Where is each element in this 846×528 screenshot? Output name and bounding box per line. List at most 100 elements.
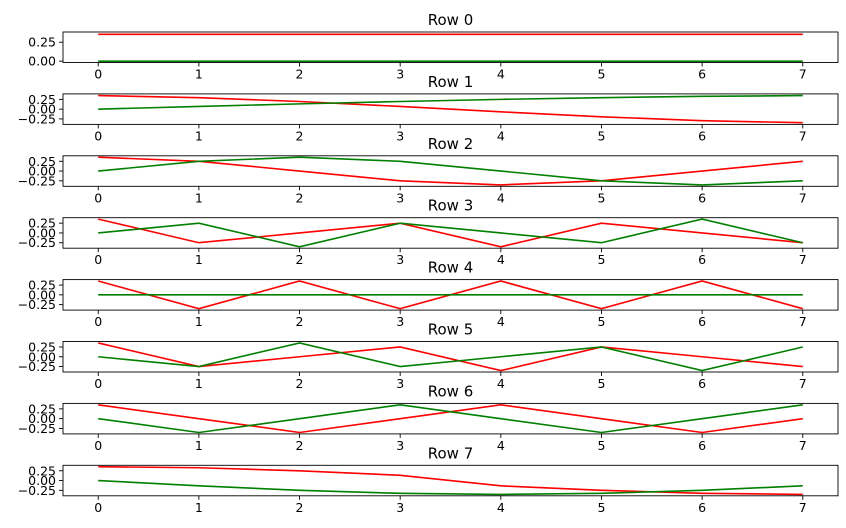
x-tick-label: 7 xyxy=(799,190,807,205)
x-tick-label: 5 xyxy=(597,252,605,267)
subplot-row-3: Row 3 0 1 2 3 4 5 6 7 −0.250.000.25 xyxy=(18,197,839,267)
x-tick-label: 6 xyxy=(698,67,706,82)
y-tick-label: 0.00 xyxy=(28,287,56,302)
y-tick-label: 0.00 xyxy=(28,411,56,426)
x-tick-label: 4 xyxy=(497,67,505,82)
x-tick-label: 1 xyxy=(195,500,203,515)
x-tick-label: 4 xyxy=(497,190,505,205)
x-tick-label: 2 xyxy=(296,314,304,329)
subplot-title: Row 7 xyxy=(428,444,474,462)
x-tick-label: 0 xyxy=(94,438,102,453)
x-tick-label: 3 xyxy=(396,438,404,453)
y-tick-label: 0.00 xyxy=(28,102,56,117)
series-line-1 xyxy=(98,342,803,372)
x-tick-label: 5 xyxy=(597,128,605,143)
x-tick-label: 1 xyxy=(195,67,203,82)
y-tick-label: −0.25 xyxy=(18,297,56,312)
x-tick-label: 7 xyxy=(799,376,807,391)
x-tick-label: 7 xyxy=(799,500,807,515)
series-line-0 xyxy=(98,156,803,186)
x-tick-label: 1 xyxy=(195,314,203,329)
x-tick-label: 1 xyxy=(195,252,203,267)
x-tick-label: 3 xyxy=(396,252,404,267)
subplot-title: Row 3 xyxy=(428,197,474,215)
y-tick-label: 0.25 xyxy=(28,35,56,50)
x-tick-label: 4 xyxy=(497,252,505,267)
y-tick-label: −0.25 xyxy=(18,173,56,188)
y-tick-label: 0.25 xyxy=(28,216,56,231)
x-tick-label: 3 xyxy=(396,314,404,329)
x-tick-label: 5 xyxy=(597,500,605,515)
x-tick-label: 2 xyxy=(296,376,304,391)
x-tick-label: 1 xyxy=(195,190,203,205)
subplot-row-0: Row 0 0 1 2 3 4 5 6 7 0.00 0.25 xyxy=(28,11,839,82)
x-tick-label: 0 xyxy=(94,252,102,267)
y-tick-label: −0.25 xyxy=(18,359,56,374)
x-tick-label: 0 xyxy=(94,190,102,205)
y-tick-label: 0.25 xyxy=(28,92,56,107)
x-tick-label: 3 xyxy=(396,128,404,143)
subplot-title: Row 4 xyxy=(428,259,474,277)
x-tick-label: 2 xyxy=(296,500,304,515)
x-tick-label: 3 xyxy=(396,376,404,391)
x-tick-label: 5 xyxy=(597,67,605,82)
series-line-1 xyxy=(98,94,803,110)
y-tick-label: 0.25 xyxy=(28,154,56,169)
x-tick-label: 4 xyxy=(497,438,505,453)
x-tick-label: 5 xyxy=(597,314,605,329)
y-tick-label: −0.25 xyxy=(18,421,56,436)
x-tick-label: 7 xyxy=(799,128,807,143)
subplot-row-7: Row 7 0 1 2 3 4 5 6 7 −0.250.000.25 xyxy=(18,444,839,515)
x-tick-label: 2 xyxy=(296,190,304,205)
y-tick-label: 0.00 xyxy=(28,164,56,179)
x-tick-label: 4 xyxy=(497,376,505,391)
x-tick-label: 0 xyxy=(94,500,102,515)
x-tick-label: 4 xyxy=(497,128,505,143)
x-tick-label: 3 xyxy=(396,190,404,205)
x-tick-label: 6 xyxy=(698,190,706,205)
x-tick-label: 2 xyxy=(296,438,304,453)
subplot-row-1: Row 1 0 1 2 3 4 5 6 7 −0.250.000.25 xyxy=(18,73,839,143)
x-tick-label: 6 xyxy=(698,128,706,143)
x-tick-label: 7 xyxy=(799,438,807,453)
subplot-row-5: Row 5 0 1 2 3 4 5 6 7 −0.250.000.25 xyxy=(18,321,839,391)
x-tick-label: 4 xyxy=(497,314,505,329)
x-tick-label: 5 xyxy=(597,438,605,453)
x-tick-label: 5 xyxy=(597,376,605,391)
subplot-title: Row 1 xyxy=(428,73,474,91)
series-line-1 xyxy=(98,404,803,434)
x-tick-label: 6 xyxy=(698,438,706,453)
x-tick-label: 0 xyxy=(94,67,102,82)
x-tick-label: 0 xyxy=(94,376,102,391)
x-tick-label: 7 xyxy=(799,67,807,82)
subplot-title: Row 2 xyxy=(428,135,474,153)
y-tick-label: 0.25 xyxy=(28,278,56,293)
axes-frame xyxy=(62,31,839,63)
x-tick-label: 4 xyxy=(497,500,505,515)
y-tick-label: 0.25 xyxy=(28,401,56,416)
subplot-title: Row 0 xyxy=(428,11,474,29)
series-line-0 xyxy=(98,94,803,124)
y-tick-label: 0.00 xyxy=(28,349,56,364)
x-tick-label: 5 xyxy=(597,190,605,205)
x-tick-label: 1 xyxy=(195,376,203,391)
x-tick-label: 2 xyxy=(296,67,304,82)
x-tick-label: 3 xyxy=(396,500,404,515)
y-tick-label: −0.25 xyxy=(18,235,56,250)
subplot-row-6: Row 6 0 1 2 3 4 5 6 7 −0.250.000.25 xyxy=(18,382,839,453)
x-tick-label: 0 xyxy=(94,314,102,329)
x-tick-label: 2 xyxy=(296,128,304,143)
y-tick-label: −0.25 xyxy=(18,111,56,126)
y-tick-label: 0.25 xyxy=(28,463,56,478)
y-tick-label: 0.00 xyxy=(28,473,56,488)
y-tick-label: −0.25 xyxy=(18,483,56,498)
series-line-1 xyxy=(98,479,803,496)
x-tick-label: 6 xyxy=(698,376,706,391)
subplot-row-4: Row 4 0 1 2 3 4 5 6 7 −0.250.000.25 xyxy=(18,259,839,329)
y-tick-label: 0.25 xyxy=(28,339,56,354)
subplot-title: Row 6 xyxy=(428,382,474,400)
series-line-0 xyxy=(98,342,803,372)
